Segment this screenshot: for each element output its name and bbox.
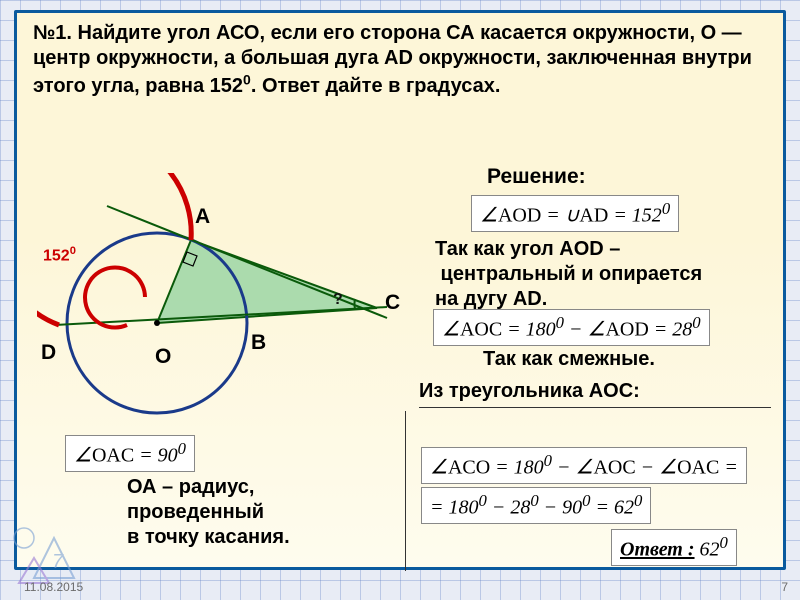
formula-aco-val: = 1800 − 280 − 900 = 620 (421, 487, 651, 524)
decorative-icon: 7 (4, 508, 104, 588)
diagram-svg (37, 173, 397, 433)
center-dot (154, 320, 160, 326)
svg-text:7: 7 (52, 551, 64, 573)
label-arc-152: 1520 (43, 245, 76, 265)
text-central-angle: Так как угол AOD – центральный и опирает… (435, 237, 702, 312)
arc-inner-red (85, 268, 145, 328)
label-A: A (195, 205, 210, 229)
text-radius-tangent: ОА – радиус,проведенныйв точку касания. (127, 475, 290, 550)
slide-frame: №1. Найдите угол АСО, если его сторона С… (14, 10, 786, 570)
label-D: D (41, 341, 56, 365)
text-from-triangle: Из треугольника AOC: (419, 379, 640, 404)
footer-date: 11.08.2015 (24, 580, 83, 594)
formula-aod: ∠AOD = ∪AD = 1520 (471, 195, 679, 232)
geometry-diagram: A B C D O 1520 ? (37, 173, 397, 433)
problem-number: №1. (33, 22, 72, 44)
angle-C-arc (354, 299, 355, 309)
solution-label: Решение: (487, 165, 586, 189)
formula-oac: ∠OAC = 900 (65, 435, 195, 472)
formula-aco-expr: ∠ACO = 1800 − ∠AOC − ∠OAC = (421, 447, 747, 484)
formula-aoc: ∠AOC = 1800 − ∠AOD = 280 (433, 309, 710, 346)
footer-page: 7 (781, 580, 788, 594)
text-adjacent: Так как смежные. (483, 347, 655, 372)
formula-answer: Ответ : 620 (611, 529, 737, 566)
triangle-AOC (157, 240, 377, 323)
problem-body: Найдите угол АСО, если его сторона СА ка… (33, 22, 752, 97)
vertical-divider (405, 411, 406, 571)
label-O: O (155, 345, 171, 369)
horizontal-divider (419, 407, 771, 408)
problem-text: №1. Найдите угол АСО, если его сторона С… (17, 13, 783, 99)
label-B: B (251, 331, 266, 355)
label-C: C (385, 291, 400, 315)
label-question-mark: ? (333, 291, 343, 309)
